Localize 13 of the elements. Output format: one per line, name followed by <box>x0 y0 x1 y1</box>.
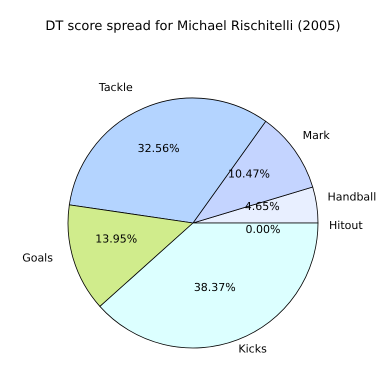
data-label: 38.37% <box>194 281 236 294</box>
data-label: 4.65% <box>244 200 280 214</box>
slice-label: Goals <box>22 252 54 265</box>
chart-title: DT score spread for Michael Rischitelli (2005) <box>45 19 341 34</box>
slice-label: Handball <box>328 190 376 204</box>
data-label: 32.56% <box>138 142 180 155</box>
slice-label: Mark <box>302 128 330 142</box>
data-label: 10.47% <box>228 167 270 180</box>
text: 0.00% <box>246 223 280 236</box>
slice-label: Kicks <box>238 342 268 356</box>
data-label: 13.95% <box>95 232 138 246</box>
category-label: Hitout <box>329 219 363 232</box>
slice-label: Tackle <box>98 81 134 94</box>
